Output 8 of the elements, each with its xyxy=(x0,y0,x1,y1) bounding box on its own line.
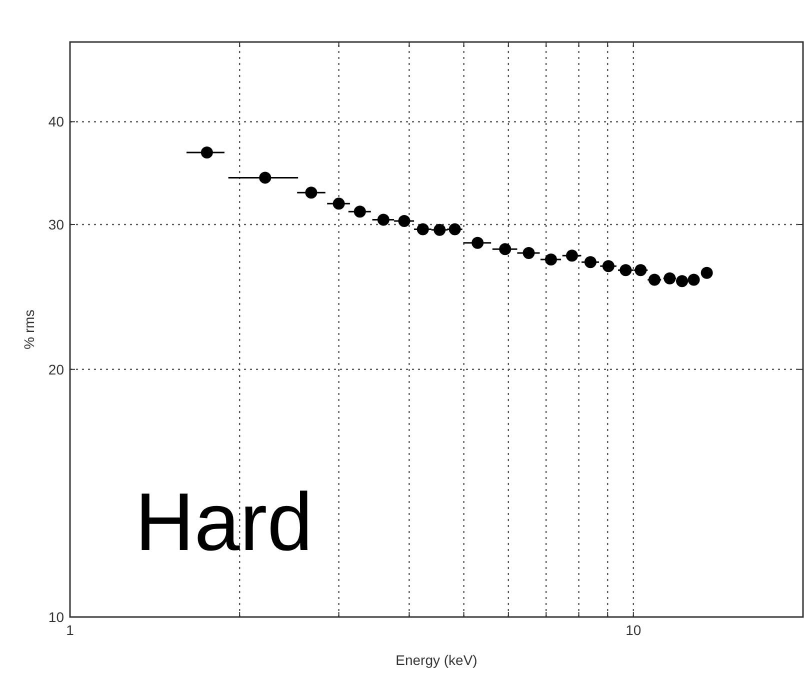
x-axis-title: Energy (keV) xyxy=(396,652,478,668)
y-tick-label: 30 xyxy=(48,216,64,232)
y-tick-label: 20 xyxy=(48,361,64,378)
annotation: Hard xyxy=(135,477,313,568)
x-tick-label: 1 xyxy=(66,622,74,638)
y-tick-label: 40 xyxy=(48,114,64,130)
y-tick-label: 10 xyxy=(48,608,64,625)
y-axis-title: % rms xyxy=(21,310,37,350)
